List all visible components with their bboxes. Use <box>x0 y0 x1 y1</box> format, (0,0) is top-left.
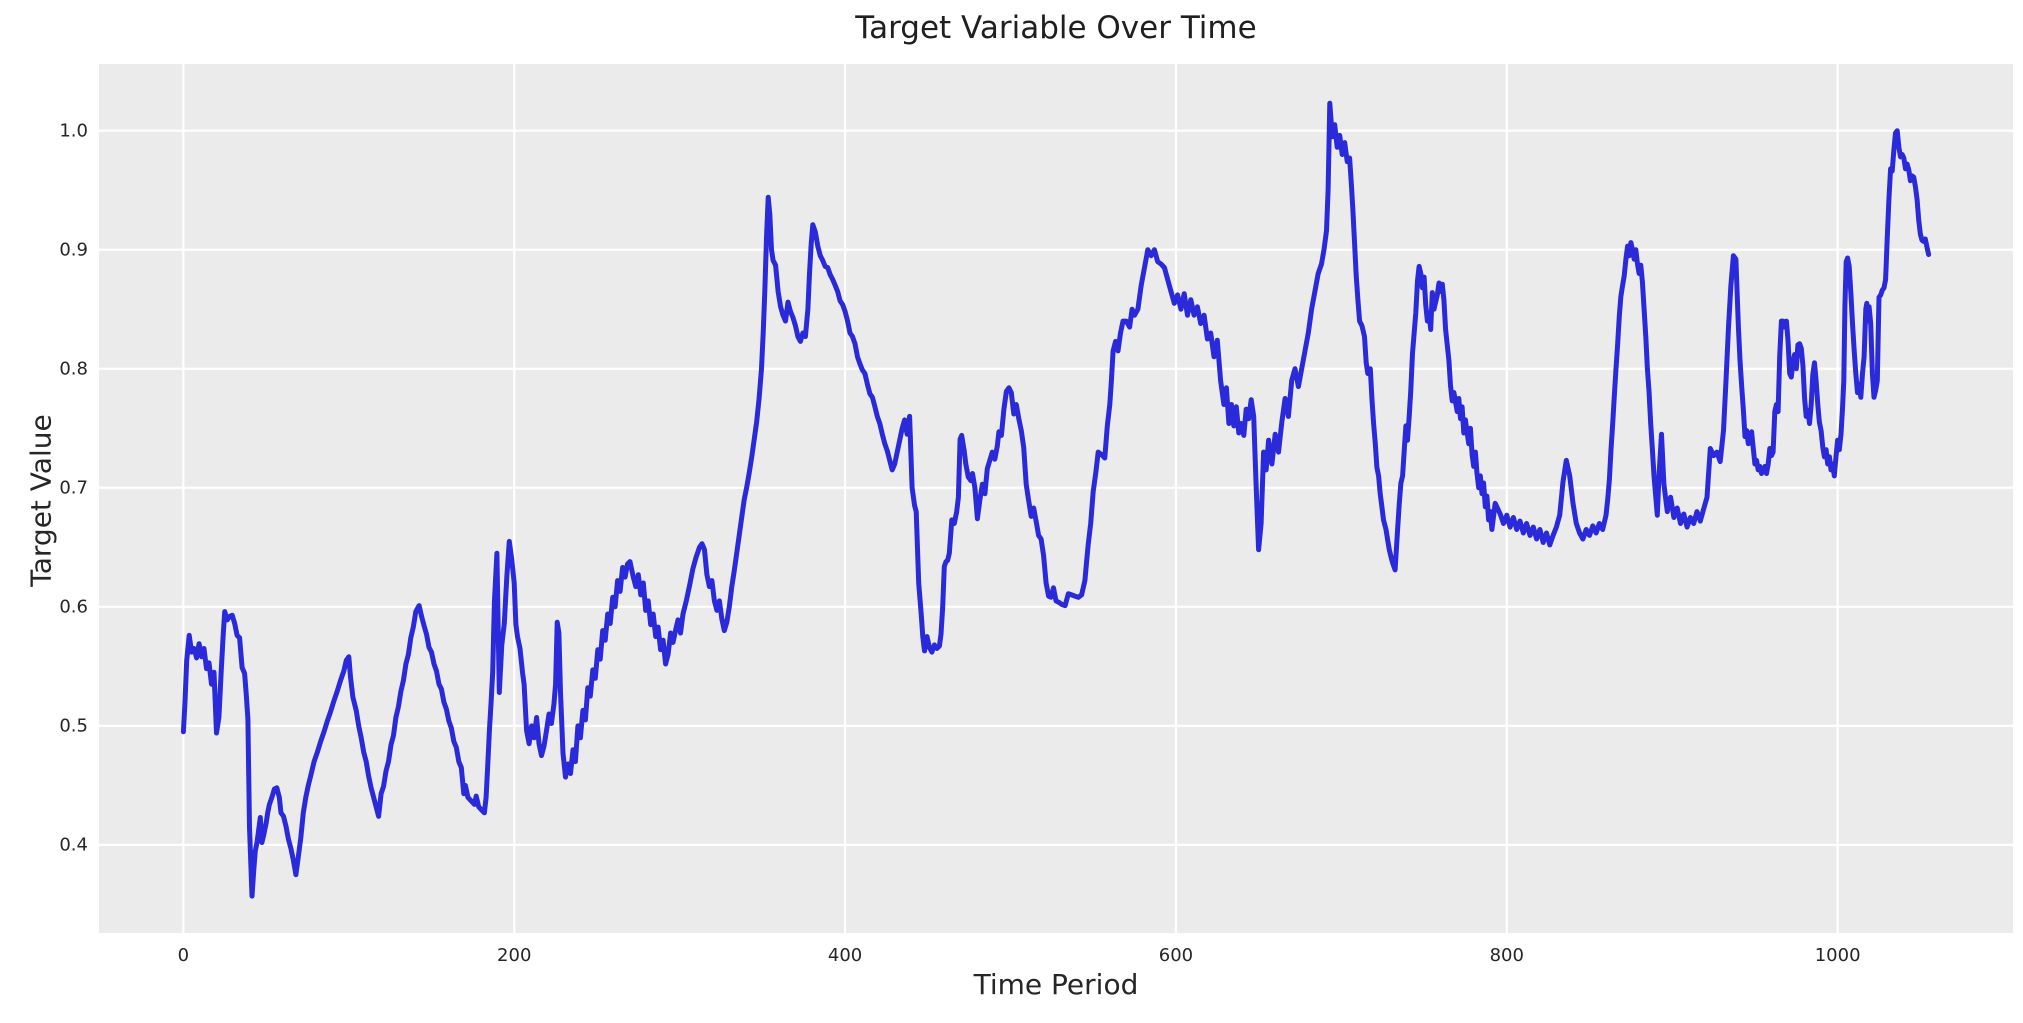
x-tick-label: 200 <box>497 945 532 966</box>
x-tick-label: 400 <box>827 945 863 966</box>
x-tick-label: 800 <box>1489 945 1524 966</box>
series-line <box>180 100 1932 899</box>
x-tick-label: 0 <box>177 945 190 966</box>
y-tick-label: 0.5 <box>59 715 88 737</box>
y-tick-label: 0.7 <box>59 477 88 499</box>
y-tick-label: 0.9 <box>59 239 88 261</box>
chart-title: Target Variable Over Time <box>855 10 1257 46</box>
x-tick-label: 1000 <box>1814 945 1861 966</box>
y-tick-label: 0.6 <box>59 596 88 618</box>
y-tick-label: 1.0 <box>59 120 88 142</box>
y-axis-label: Target Value <box>24 414 58 587</box>
x-tick-label: 600 <box>1158 945 1194 966</box>
plot-area <box>99 64 2013 933</box>
y-tick-label: 0.8 <box>59 358 88 380</box>
x-axis-label: Time Period <box>973 968 1139 1001</box>
y-tick-label: 0.4 <box>59 834 88 856</box>
